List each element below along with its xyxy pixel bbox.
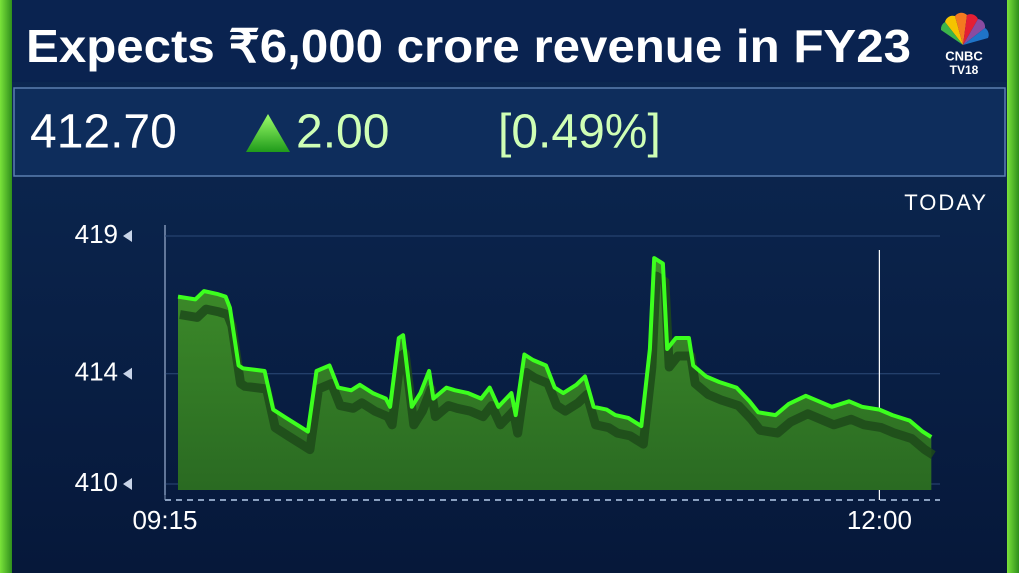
y-tick-label: 419	[75, 219, 118, 249]
right-border	[1007, 0, 1019, 573]
x-tick-label: 12:00	[847, 505, 912, 535]
quote-box	[13, 87, 1006, 177]
y-tick-label: 410	[75, 467, 118, 497]
percent-change: [0.49%]	[498, 106, 661, 159]
y-tick-arrow	[123, 477, 132, 490]
left-border	[0, 0, 12, 573]
area	[177, 258, 932, 490]
plot: 410 414 419 09:15 12:00	[75, 219, 940, 535]
y-tick-arrow	[123, 230, 132, 243]
y-tick-arrow	[123, 367, 132, 380]
line-shadow	[179, 271, 936, 459]
logo-top: CNBC	[945, 48, 983, 63]
up-arrow	[246, 114, 290, 152]
x-tick-label: 09:15	[132, 505, 197, 535]
price-line	[177, 256, 933, 439]
headline: Expects ₹6,000 crore revenue in FY23	[26, 20, 911, 72]
logo: CNBC TV18	[940, 12, 989, 77]
change: 2.00	[296, 106, 389, 159]
logo-bottom: TV18	[950, 63, 979, 77]
period-label: TODAY	[904, 190, 988, 215]
y-tick-label: 414	[75, 357, 118, 387]
title-band	[12, 0, 1007, 82]
price: 412.70	[30, 106, 177, 159]
